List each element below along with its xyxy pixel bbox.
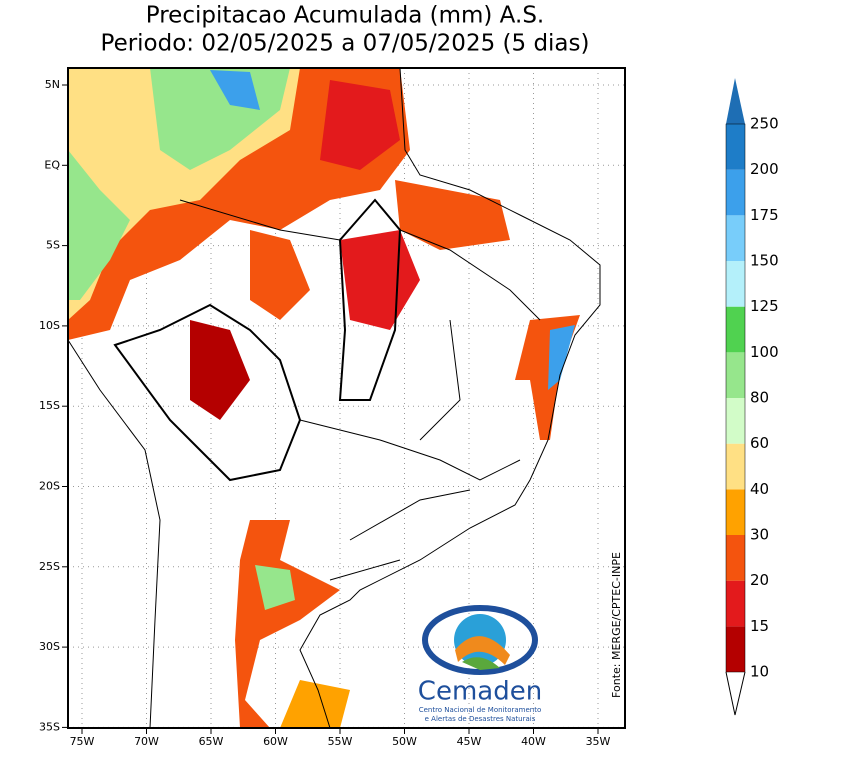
colorbar-bin: [726, 626, 745, 672]
lat-label: 20S: [39, 480, 60, 493]
lon-label: 50W: [392, 735, 417, 748]
lat-label: EQ: [44, 158, 60, 171]
colorbar-bin: [726, 580, 745, 627]
lon-label: 45W: [457, 735, 482, 748]
source-label: Fonte: MERGE/CPTEC-INPE: [610, 552, 623, 698]
lon-label: 70W: [134, 735, 159, 748]
colorbar-label: 20: [750, 571, 769, 589]
lat-label: 5N: [45, 78, 60, 91]
lon-label: 35W: [586, 735, 611, 748]
logo: Cemaden Centro Nacional de Monitoramento…: [418, 605, 542, 723]
colorbar-label: 10: [750, 663, 769, 681]
lon-label: 75W: [70, 735, 95, 748]
colorbar-bin: [726, 398, 745, 444]
lat-label: 5S: [46, 239, 60, 252]
boundaries: [68, 68, 601, 728]
lat-label: 35S: [39, 720, 60, 733]
lon-label: 55W: [328, 735, 353, 748]
lat-label: 30S: [39, 640, 60, 653]
colorbar-label: 125: [750, 297, 779, 315]
colorbar-bin: [726, 443, 745, 490]
lon-label: 60W: [263, 735, 288, 748]
colorbar-label: 30: [750, 526, 769, 544]
colorbar-under: [725, 671, 746, 716]
colorbar-label: 200: [750, 160, 779, 178]
colorbar-label: 100: [750, 343, 779, 361]
colorbar-bin: [726, 124, 745, 170]
colorbar-over: [726, 78, 745, 124]
colorbar-bin: [726, 489, 745, 535]
title-line2: Periodo: 02/05/2025 a 07/05/2025 (5 dias…: [101, 31, 590, 57]
colorbar-bin: [726, 535, 745, 581]
colorbar-bin: [726, 261, 745, 307]
lat-label: 15S: [39, 399, 60, 412]
lat-label: 10S: [39, 319, 60, 332]
colorbar-label: 15: [750, 617, 769, 635]
colorbar-bin: [726, 352, 745, 398]
title-line1: Precipitacao Acumulada (mm) A.S.: [146, 3, 544, 29]
lon-label: 40W: [521, 735, 546, 748]
colorbar-label: 175: [750, 206, 779, 224]
colorbar-label: 60: [750, 434, 769, 452]
precipitation-field: [68, 68, 580, 728]
colorbar-label: 40: [750, 480, 769, 498]
lon-label: 65W: [199, 735, 224, 748]
colorbar-bin: [726, 169, 745, 216]
map-frame: [67, 67, 626, 729]
colorbar-bin: [726, 306, 745, 353]
logo-name: Cemaden: [418, 677, 542, 707]
logo-line1: Centro Nacional de Monitoramento: [419, 706, 542, 714]
colorbar-label: 80: [750, 389, 769, 407]
lat-label: 25S: [39, 560, 60, 573]
logo-line2: e Alertas de Desastres Naturais: [425, 715, 536, 723]
colorbar-label: 150: [750, 252, 779, 270]
colorbar-frame: [725, 123, 746, 673]
colorbar-label: 250: [750, 115, 779, 133]
colorbar-bin: [726, 215, 745, 261]
